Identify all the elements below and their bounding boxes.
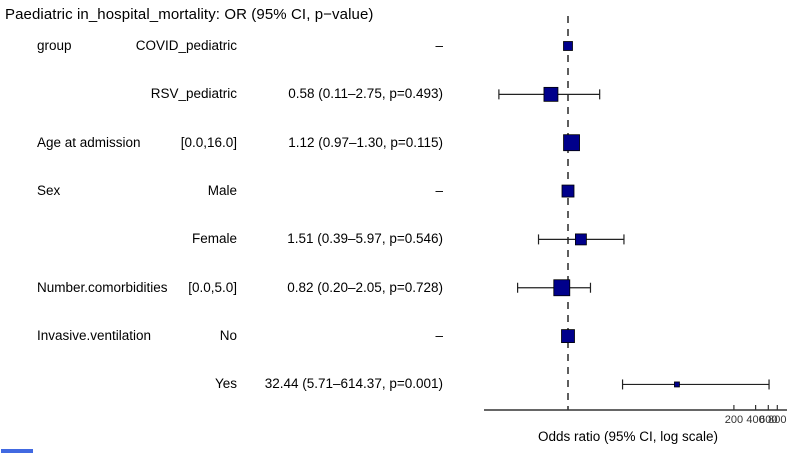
variable-label: Number.comorbidities xyxy=(37,279,168,295)
or-ci-p-label: 32.44 (5.71–614.37, p=0.001) xyxy=(264,376,443,392)
bottom-left-blue-bar xyxy=(1,449,33,453)
table-row: group COVID_pediatric – xyxy=(0,37,470,55)
estimate-box xyxy=(553,279,571,297)
estimate-box xyxy=(561,329,575,344)
or-ci-p-label: 1.12 (0.97–1.30, p=0.115) xyxy=(288,134,443,150)
table-row: Sex Male – xyxy=(0,182,470,200)
estimate-box xyxy=(543,86,559,102)
table-row: Female 1.51 (0.39–5.97, p=0.546) xyxy=(0,230,470,248)
variable-label: group xyxy=(37,38,72,53)
x-axis-label: Odds ratio (95% CI, log scale) xyxy=(537,429,719,444)
level-label: [0.0,5.0] xyxy=(188,279,237,295)
level-label: COVID_pediatric xyxy=(135,38,237,53)
table-row: Number.comorbidities [0.0,5.0] 0.82 (0.20–… xyxy=(0,279,470,297)
or-ci-p-label: – xyxy=(435,328,443,344)
x-tick-label: 400 xyxy=(746,414,764,426)
or-ci-p-label: – xyxy=(435,38,443,53)
variable-label: Invasive.ventilation xyxy=(37,328,152,344)
level-label: Female xyxy=(191,231,237,247)
estimate-box xyxy=(563,41,573,51)
x-tick-label: 600 xyxy=(759,414,777,426)
or-ci-p-label: 0.58 (0.11–2.75, p=0.493) xyxy=(288,86,443,102)
table-row: RSV_pediatric 0.58 (0.11–2.75, p=0.493) xyxy=(0,85,470,103)
or-ci-p-label: – xyxy=(435,183,443,199)
level-label: Male xyxy=(207,183,237,199)
x-tick-label: 800 xyxy=(768,414,786,426)
level-label: No xyxy=(219,328,237,344)
variable-label: Sex xyxy=(37,183,61,199)
or-ci-p-label: 1.51 (0.39–5.97, p=0.546) xyxy=(287,231,443,247)
level-label: RSV_pediatric xyxy=(150,86,237,102)
estimate-box xyxy=(674,381,680,388)
x-tick-label: 200 xyxy=(725,414,743,426)
estimate-box xyxy=(575,233,587,246)
estimate-box xyxy=(561,184,575,198)
page-title: Paediatric in_hospital_mortality: OR (95… xyxy=(5,6,374,23)
table-row: Age at admission [0.0,16.0] 1.12 (0.97–1.3… xyxy=(0,134,470,152)
level-label: Yes xyxy=(214,376,237,392)
or-ci-p-label: 0.82 (0.20–2.05, p=0.728) xyxy=(287,279,443,295)
table-row: Yes 32.44 (5.71–614.37, p=0.001) xyxy=(0,375,470,393)
level-label: [0.0,16.0] xyxy=(180,134,237,150)
estimate-box xyxy=(563,134,580,152)
table-row: Invasive.ventilation No – xyxy=(0,327,470,345)
variable-label: Age at admission xyxy=(37,134,141,150)
